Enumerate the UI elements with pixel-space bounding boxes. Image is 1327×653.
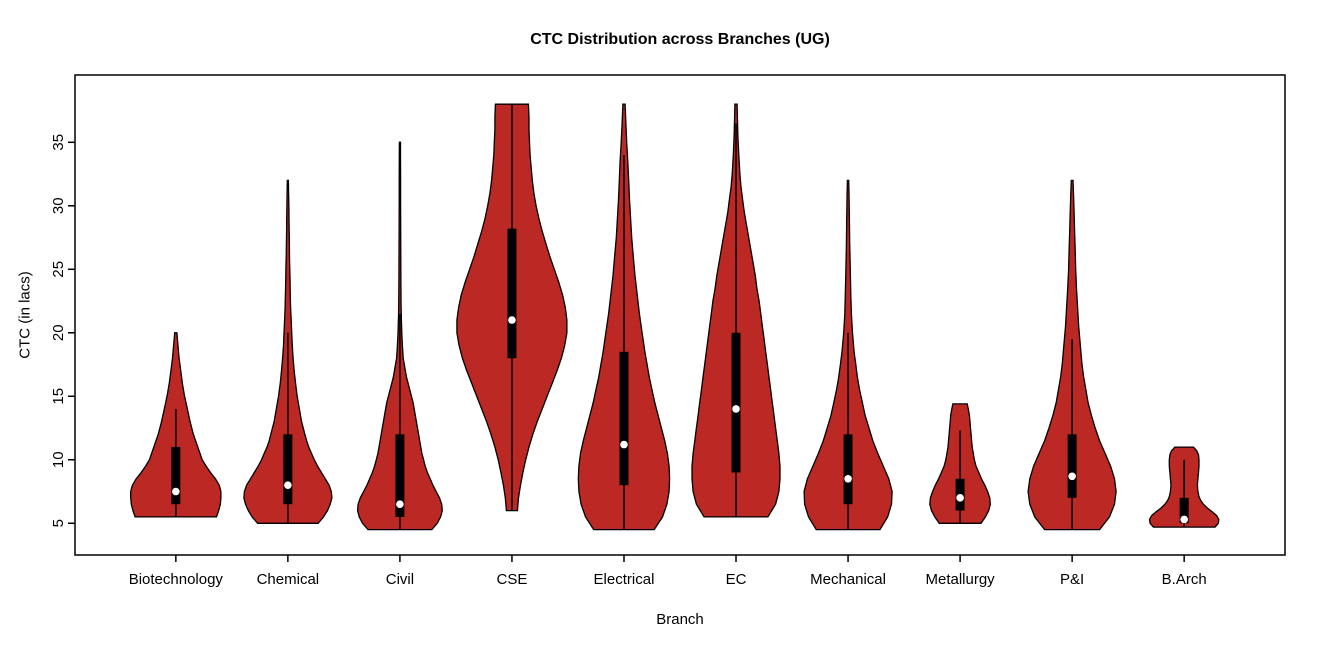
median-dot <box>172 487 180 496</box>
y-tick-label: 20 <box>50 324 67 341</box>
iqr-box <box>1067 434 1077 498</box>
violin-electrical <box>577 103 671 531</box>
median-dot <box>1180 515 1188 524</box>
violin-mechanical <box>803 179 893 531</box>
median-dot <box>620 440 628 449</box>
violin-chemical <box>243 179 333 524</box>
iqr-box <box>1179 497 1189 524</box>
x-tick-label: Biotechnology <box>129 571 224 588</box>
y-tick-label: 10 <box>50 451 67 468</box>
x-tick-label: Mechanical <box>810 571 886 588</box>
iqr-box <box>283 434 293 505</box>
violin-ec <box>691 103 781 518</box>
violin-civil <box>356 141 443 531</box>
median-dot <box>1068 472 1076 481</box>
chart-title: CTC Distribution across Branches (UG) <box>530 31 830 48</box>
median-dot <box>396 500 404 509</box>
y-axis: 5 10 15 20 25 30 35 <box>50 134 75 527</box>
x-tick-label: Civil <box>386 571 414 588</box>
x-tick-label: P&I <box>1060 571 1084 588</box>
median-dot <box>284 481 292 489</box>
violin-p-i <box>1027 179 1117 531</box>
median-dot <box>956 494 964 502</box>
median-dot <box>732 405 740 413</box>
iqr-box <box>619 351 629 486</box>
x-tick-label: B.Arch <box>1162 571 1207 588</box>
y-tick-label: 5 <box>50 519 67 527</box>
x-tick-label: Chemical <box>257 571 320 588</box>
y-tick-label: 35 <box>50 134 67 151</box>
y-tick-label: 25 <box>50 261 67 278</box>
iqr-box <box>507 228 517 359</box>
violin-cse <box>456 103 568 512</box>
plot-border <box>74 74 1286 556</box>
violin-biotechnology <box>130 332 222 518</box>
x-axis-title: Branch <box>656 611 704 628</box>
iqr-box <box>395 434 405 517</box>
iqr-box <box>171 447 181 505</box>
y-tick-label: 15 <box>50 388 67 405</box>
x-axis: Biotechnology Chemical Civil CSE Electrical E… <box>129 555 1207 588</box>
x-tick-label: EC <box>726 571 747 588</box>
median-dot <box>508 316 516 324</box>
y-tick-label: 30 <box>50 197 67 214</box>
x-tick-label: CSE <box>497 571 528 588</box>
median-dot <box>844 475 852 483</box>
x-tick-label: Electrical <box>594 571 655 588</box>
x-tick-label: Metallurgy <box>925 571 995 588</box>
iqr-box <box>843 434 853 505</box>
violin-metallurgy <box>929 403 991 524</box>
y-axis-title: CTC (in lacs) <box>16 271 34 359</box>
iqr-box <box>731 332 741 473</box>
violin-b-arch <box>1148 446 1220 528</box>
